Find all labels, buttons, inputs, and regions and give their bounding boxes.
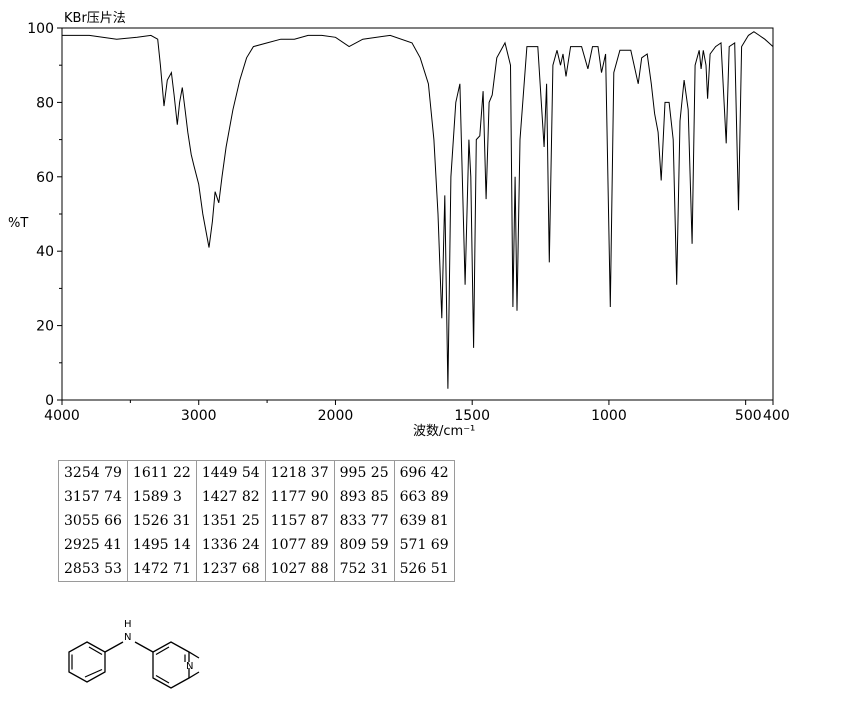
peak-entry: 1218 37 [270,465,329,481]
peak-entry: 1589 3 [132,489,182,505]
nh-label-h: H [124,619,132,630]
peak-entry: 833 77 [339,513,389,529]
peak-entry: 1351 25 [201,513,260,529]
nh-label-n: N [124,632,131,643]
structure-diagram: H N N [68,619,200,689]
peak-table-column: 696 42 663 89 639 81 571 69 526 51 [393,460,455,582]
transmittance-line [62,31,774,389]
pyridine-double-bond [155,674,170,684]
peak-table-column: 1611 22 1589 3 1526 31 1495 14 1472 71 [126,460,197,582]
x-tick-label: 3000 [181,408,217,424]
peak-entry: 1177 90 [270,489,329,505]
peak-entry: 2853 53 [64,561,122,577]
peak-entry: 1336 24 [201,537,260,553]
x-tick-label: 500 [735,408,762,424]
peak-entry: 1077 89 [270,537,329,553]
y-axis-ticks: 0 20 40 60 80 100 [27,21,62,409]
plot-frame [61,27,774,401]
bond-nh-pyridine [134,641,154,653]
peak-table-column: 1449 54 1427 82 1351 25 1336 24 1237 68 [195,460,266,582]
peak-entry: 1526 31 [132,513,191,529]
peak-entry: 995 25 [339,465,389,481]
peak-entry: 1157 87 [270,513,329,529]
pyridine-double-bond [155,646,170,656]
y-tick-label: 80 [36,95,54,111]
y-tick-label: 60 [36,170,54,186]
x-tick-label: 1000 [591,408,627,424]
x-tick-label: 2000 [318,408,354,424]
peak-entry: 1472 71 [132,561,191,577]
pyridine-ring [152,641,200,689]
ring-n-label: N [186,661,193,672]
peak-entry: 3157 74 [64,489,122,505]
peak-entry: 893 85 [339,489,389,505]
peak-entry: 1449 54 [201,465,260,481]
x-axis-label: 波数/cm⁻¹ [413,424,475,439]
x-tick-label: 1500 [454,408,490,424]
peak-table-column: 3254 79 3157 74 3055 66 2925 41 2853 53 [58,460,128,582]
peak-entry: 1495 14 [132,537,191,553]
peak-entry: 663 89 [399,489,449,505]
peak-table-column: 995 25 893 85 833 77 809 59 752 31 [333,460,395,582]
peak-entry: 809 59 [339,537,389,553]
peak-entry: 3055 66 [64,513,122,529]
y-tick-label: 40 [36,244,54,260]
peak-entry: 696 42 [399,465,449,481]
y-axis-label: %T [8,216,28,231]
ir-spectrum-chart: KBr压片法 %T 波数/cm⁻¹ 0 20 40 60 80 100 4000 3000 2… [8,11,790,439]
peak-table-column: 1218 37 1177 90 1157 87 1077 89 1027 88 [264,460,335,582]
peak-entry: 639 81 [399,513,449,529]
peak-entry: 571 69 [399,537,449,553]
peak-entry: 1237 68 [201,561,260,577]
phenyl-double-bond [84,668,103,678]
y-tick-label: 20 [36,319,54,335]
peak-entry: 1027 88 [270,561,329,577]
peak-entry: 1611 22 [132,465,191,481]
chart-title: KBr压片法 [64,11,126,26]
peak-entry: 3254 79 [64,465,122,481]
peak-table: 3254 79 3157 74 3055 66 2925 41 2853 53 1611 … [58,460,455,582]
x-tick-label: 400 [763,408,790,424]
bond-phenyl-nh [104,641,124,653]
phenyl-double-bond [88,646,103,656]
y-tick-label: 0 [45,393,54,409]
x-tick-label: 4000 [44,408,80,424]
peak-entry: 1427 82 [201,489,260,505]
peak-entry: 2925 41 [64,537,122,553]
peak-entry: 752 31 [339,561,389,577]
peak-table-row: 3254 79 3157 74 3055 66 2925 41 2853 53 1611 … [58,460,455,582]
x-axis-ticks: 4000 3000 2000 1500 1000 500 400 [44,400,790,424]
peak-entry: 526 51 [399,561,449,577]
y-tick-label: 100 [27,21,54,37]
